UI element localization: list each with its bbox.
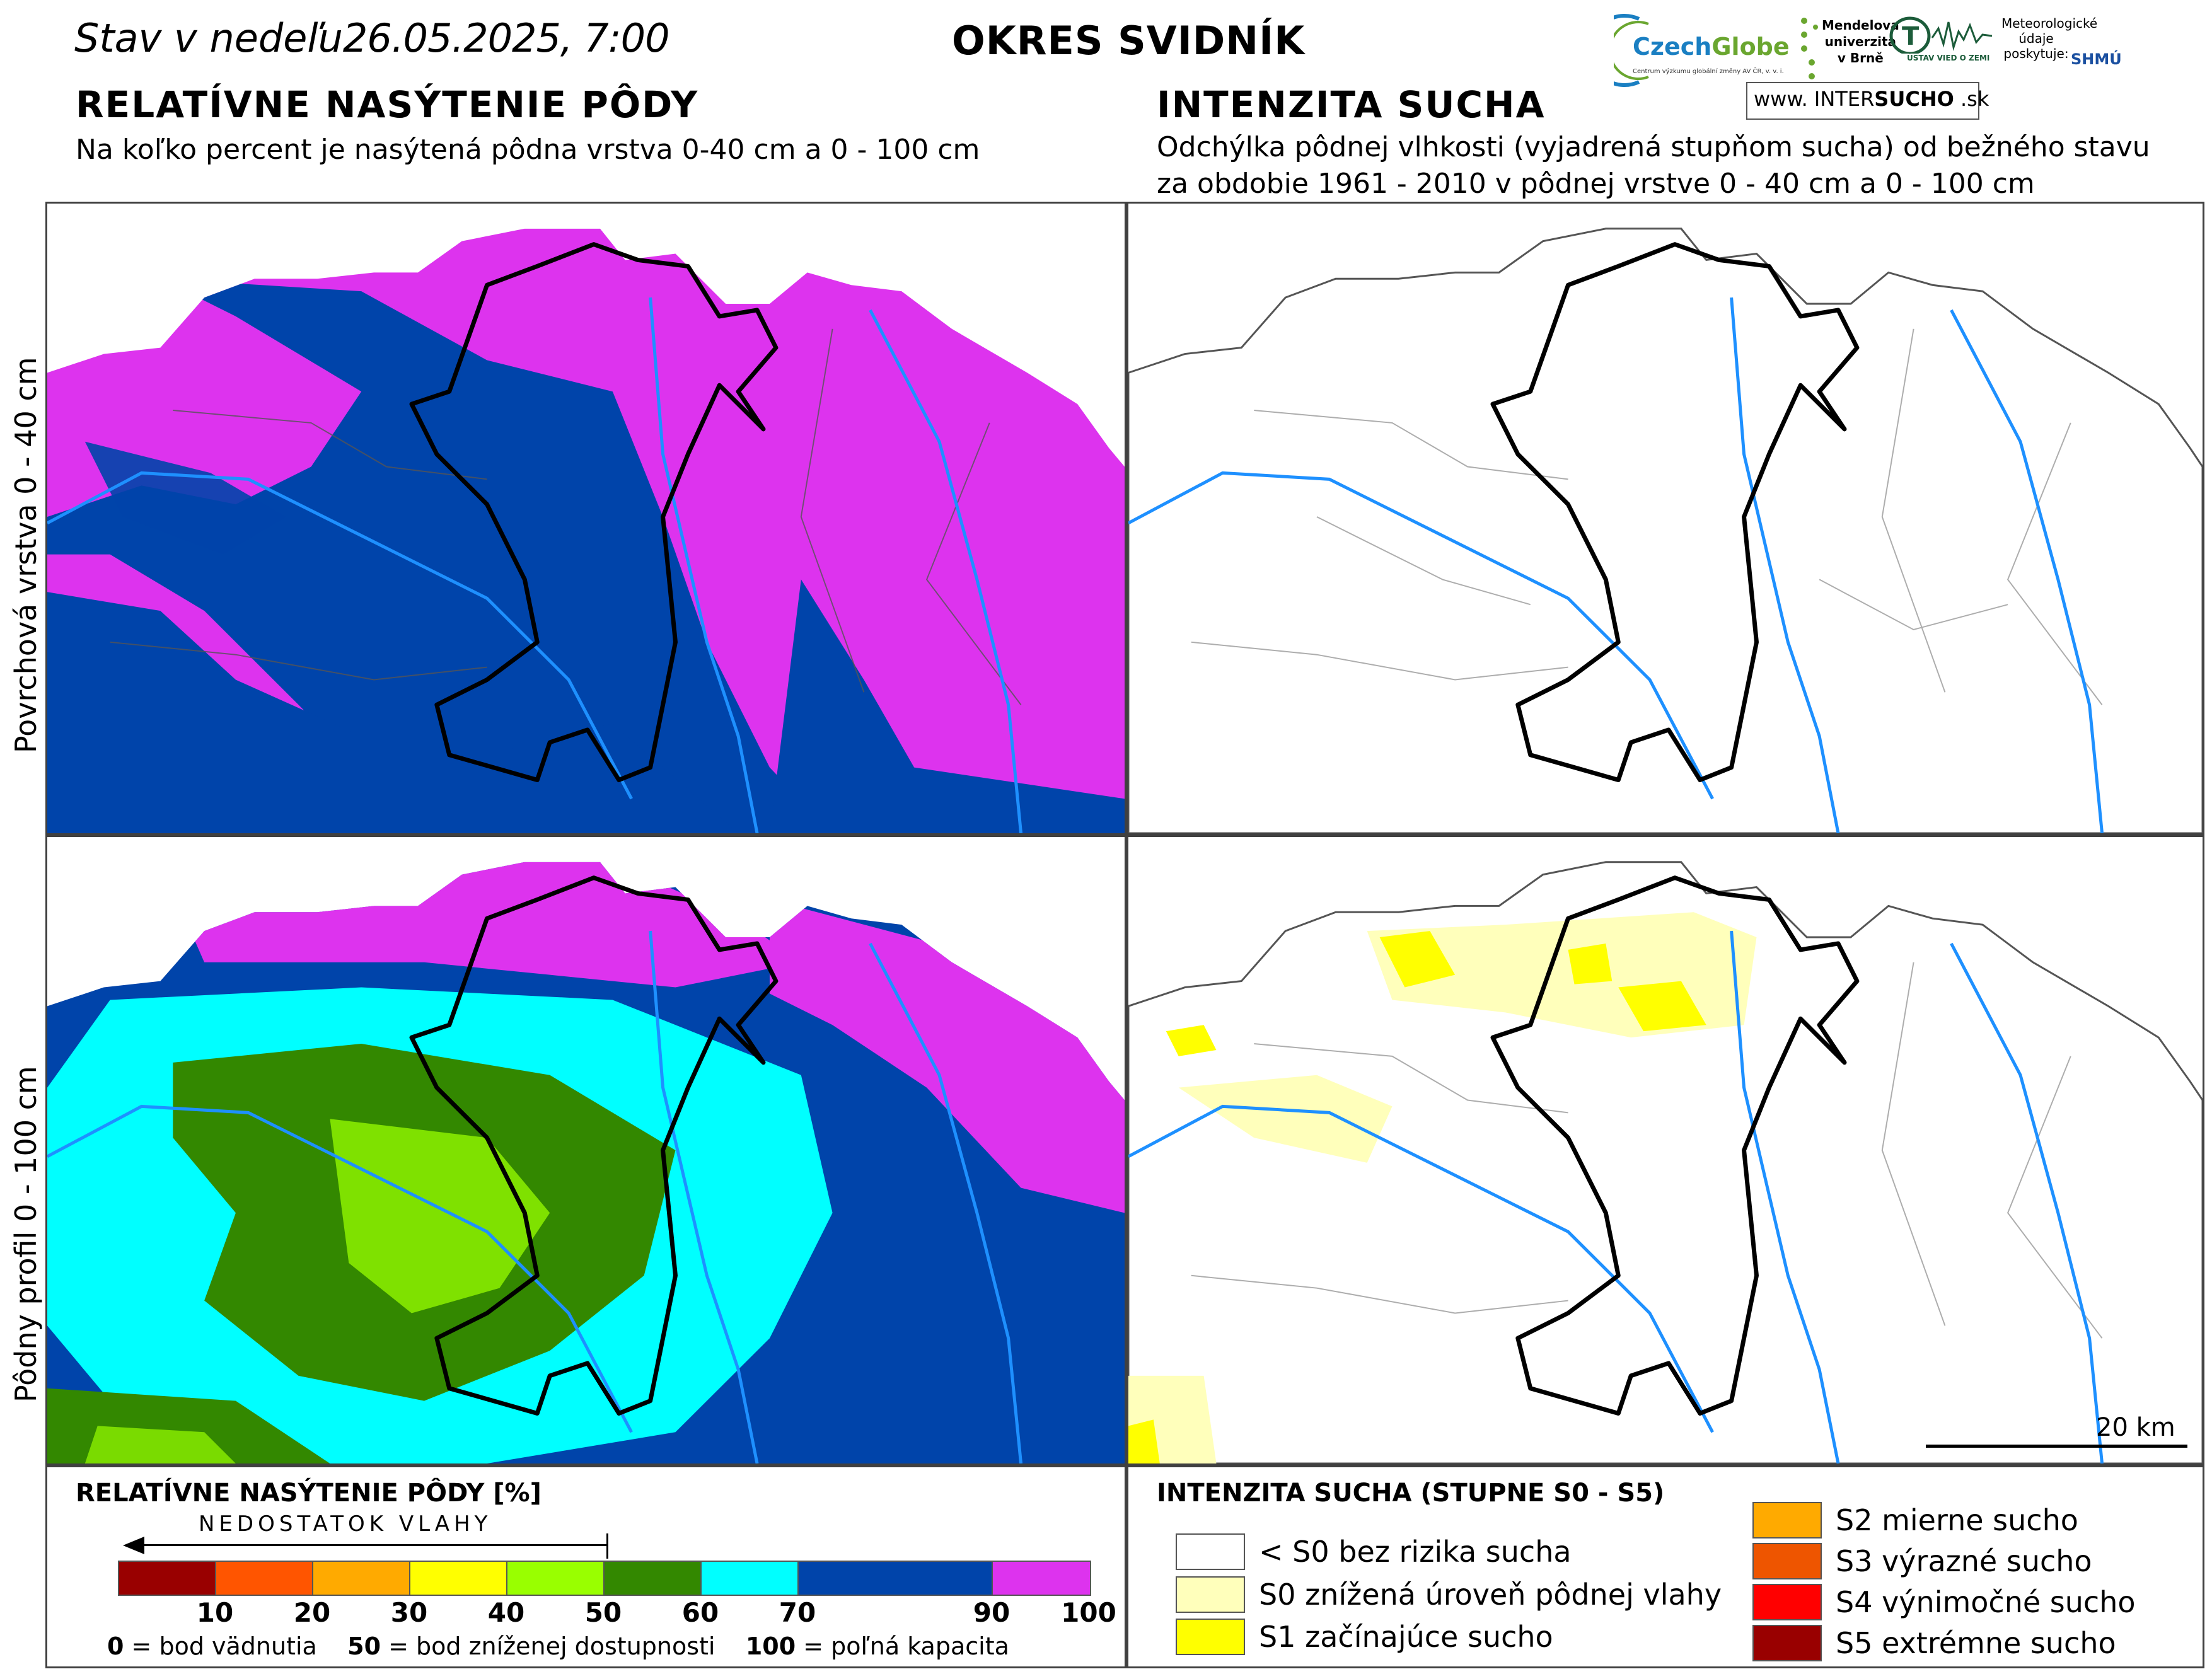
mendel-line3: v Brně <box>1837 50 1884 66</box>
drought-legend-label: S3 výrazné sucho <box>1836 1544 2092 1578</box>
drought-legend-item: S2 mierne sucho <box>1752 1502 2078 1538</box>
saturation-legend-title: RELATÍVNE NASÝTENIE PÔDY [%] <box>76 1479 541 1508</box>
scale-bar <box>1926 1445 2187 1448</box>
ustav-vied-o-zemi-logo: T ÚSTAV VIED O ZEMI <box>1888 16 1995 82</box>
colorbar-segment <box>216 1562 313 1595</box>
colorbar-segment <box>313 1562 410 1595</box>
row-label-topsoil: Povrchová vrstva 0 - 40 cm <box>9 357 43 753</box>
shmu-logo: Meteorologické údaje poskytuje: SHMÚ <box>2001 13 2128 82</box>
saturation-profile-svg <box>47 862 1125 1463</box>
drought-legend: INTENZITA SUCHA (STUPNE S0 - S5) < S0 be… <box>1126 1465 2204 1668</box>
drought-subtitle-line2: za obdobie 1961 - 2010 v pôdnej vrstve 0… <box>1157 168 2035 200</box>
map-drought-profile <box>1126 835 2204 1465</box>
drought-legend-swatch <box>1176 1619 1245 1655</box>
saturation-legend-note: 0 = bod vädnutia 50 = bod zníženej dostu… <box>107 1632 1009 1660</box>
map-saturation-profile <box>45 835 1126 1465</box>
drought-legend-label: S2 mierne sucho <box>1836 1503 2078 1537</box>
drought-legend-swatch <box>1752 1543 1822 1579</box>
colorbar-segment <box>119 1562 216 1595</box>
colorbar-tick: 60 <box>681 1597 719 1628</box>
czechglobe-name: CzechGlobe <box>1633 33 1790 61</box>
ustav-name: ÚSTAV VIED O ZEMI <box>1907 54 1990 62</box>
colorbar-tick: 40 <box>487 1597 525 1628</box>
colorbar-segment <box>507 1562 605 1595</box>
drought-legend-item: S1 začínajúce sucho <box>1176 1619 1553 1655</box>
drought-legend-item: S5 extrémne sucho <box>1752 1625 2116 1661</box>
drought-legend-title: INTENZITA SUCHA (STUPNE S0 - S5) <box>1157 1479 1665 1508</box>
date-prefix: Stav v nedeľu <box>74 15 343 61</box>
row-label-profile: Pôdny profil 0 - 100 cm <box>9 1066 43 1402</box>
map-saturation-topsoil <box>45 202 1126 835</box>
mendel-line2: univerzita <box>1824 34 1897 49</box>
drought-legend-swatch <box>1176 1576 1245 1613</box>
drought-legend-label: S5 extrémne sucho <box>1836 1626 2116 1660</box>
report-date: Stav v nedeľu26.05.2025, 7:00 <box>74 15 670 61</box>
drought-title: INTENZITA SUCHA <box>1157 83 1546 126</box>
meteo-line3: poskytuje: <box>2003 46 2069 61</box>
colorbar-segment <box>799 1562 993 1595</box>
saturation-subtitle: Na koľko percent je nasýtená pôdna vrstv… <box>76 134 980 166</box>
drought-subtitle-line1: Odchýlka pôdnej vlhkosti (vyjadrená stup… <box>1157 131 2150 163</box>
drought-legend-label: S1 začínajúce sucho <box>1259 1620 1553 1654</box>
colorbar-segment <box>993 1562 1090 1595</box>
colorbar-tick: 50 <box>584 1597 622 1628</box>
deficit-arrow-label: NEDOSTATOK VLAHY <box>199 1511 492 1537</box>
deficit-arrow-line <box>136 1544 608 1546</box>
czechglobe-tagline: Centrum výzkumu globální změny AV ČR, v.… <box>1633 68 1784 75</box>
colorbar-segment <box>410 1562 507 1595</box>
mendel-line1: Mendelova <box>1822 18 1899 33</box>
colorbar-tick: 90 <box>973 1597 1010 1628</box>
colorbar-segment <box>702 1562 799 1595</box>
drought-profile-svg <box>1128 861 2203 1463</box>
saturation-legend: RELATÍVNE NASÝTENIE PÔDY [%] NEDOSTATOK … <box>45 1465 1126 1668</box>
drought-legend-item: S0 znížená úroveň pôdnej vlahy <box>1176 1576 1722 1613</box>
intersucho-logo: www. INTERSUCHO .sk <box>1746 82 1989 120</box>
saturation-topsoil-svg <box>47 228 1125 833</box>
colorbar-segment <box>605 1562 702 1595</box>
drought-legend-swatch <box>1752 1625 1822 1661</box>
meteo-line2: údaje <box>2018 31 2054 46</box>
scale-label: 20 km <box>2096 1413 2175 1442</box>
map-drought-topsoil <box>1126 202 2204 835</box>
saturation-title: RELATÍVNE NASÝTENIE PÔDY <box>76 83 699 126</box>
drought-legend-label: S4 výnimočné sucho <box>1836 1585 2136 1619</box>
drought-legend-item: S4 výnimočné sucho <box>1752 1584 2136 1620</box>
deficit-arrow-tick <box>606 1533 608 1559</box>
colorbar-tick: 30 <box>390 1597 428 1628</box>
drought-legend-swatch <box>1752 1584 1822 1620</box>
colorbar-tick: 20 <box>293 1597 331 1628</box>
drought-legend-label: < S0 bez rizika sucha <box>1259 1535 1572 1569</box>
drought-legend-item: S3 výrazné sucho <box>1752 1543 2092 1579</box>
colorbar-tick: 100 <box>1061 1597 1116 1628</box>
meteo-line1: Meteorologické <box>2001 16 2098 31</box>
saturation-colorbar <box>118 1561 1091 1596</box>
colorbar-tick: 70 <box>779 1597 816 1628</box>
district-title: OKRES SVIDNÍK <box>952 18 1306 64</box>
colorbar-tick: 10 <box>196 1597 234 1628</box>
mendel-logo: Mendelova univerzita v Brně <box>1797 16 1899 91</box>
drought-legend-swatch <box>1176 1533 1245 1570</box>
drought-legend-swatch <box>1752 1502 1822 1538</box>
czechglobe-logo: CzechGlobe Centrum výzkumu globální změn… <box>1614 13 1797 88</box>
shmu-name: SHMÚ <box>2071 50 2122 68</box>
drought-topsoil-svg <box>1128 228 2203 833</box>
date-value: 26.05.2025, 7:00 <box>342 15 670 61</box>
svg-text:T: T <box>1902 22 1920 51</box>
drought-legend-item: < S0 bez rizika sucha <box>1176 1533 1572 1570</box>
drought-legend-label: S0 znížená úroveň pôdnej vlahy <box>1259 1578 1722 1612</box>
